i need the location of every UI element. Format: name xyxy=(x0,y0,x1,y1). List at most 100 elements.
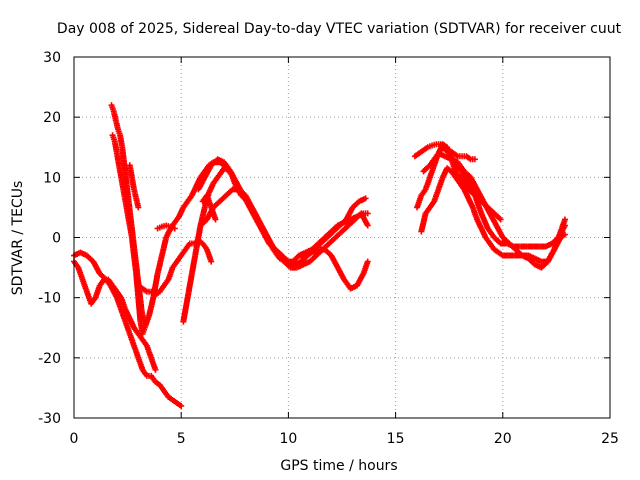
series-segment xyxy=(132,326,141,336)
series-segment xyxy=(537,243,548,250)
y-tick-labels: -30 -20 -10 0 10 20 30 xyxy=(38,50,61,427)
series-segment xyxy=(215,169,224,179)
series-segment xyxy=(544,241,554,249)
series-segment xyxy=(140,368,149,378)
series-segment xyxy=(267,241,278,252)
series-segment xyxy=(462,169,473,180)
series-segment xyxy=(193,224,204,251)
series-segment xyxy=(79,250,89,258)
series-segment xyxy=(198,217,209,228)
series-segment xyxy=(260,230,272,245)
series-segment xyxy=(228,169,240,185)
series-segment xyxy=(421,145,430,153)
series-segment xyxy=(184,272,195,300)
series-segment xyxy=(340,223,351,234)
y-axis-label: SDTVAR / TECUs xyxy=(10,181,26,296)
series-segment xyxy=(179,248,188,257)
series-segment xyxy=(327,235,338,246)
series-segment xyxy=(146,296,156,318)
series-segment xyxy=(241,193,252,209)
series-segment xyxy=(539,259,550,270)
series-segment xyxy=(149,374,158,384)
series-segment xyxy=(533,262,543,270)
series-segment xyxy=(155,254,165,275)
series-segment xyxy=(499,240,509,247)
series-segment xyxy=(464,154,473,162)
data-point xyxy=(135,204,142,211)
series-segment xyxy=(458,175,467,185)
x-tick-label: 5 xyxy=(177,431,186,447)
series-segment xyxy=(218,193,228,204)
series-segment xyxy=(111,290,120,300)
series-segment xyxy=(200,242,209,251)
series-segment xyxy=(121,163,130,185)
series-segment xyxy=(291,253,301,264)
series-segment xyxy=(533,256,543,264)
series-track-j xyxy=(195,156,369,268)
series-segment xyxy=(115,290,124,300)
series-segment xyxy=(462,181,471,191)
series-segment xyxy=(135,296,144,324)
series-track-a xyxy=(71,249,185,409)
series-track-e xyxy=(126,162,142,211)
series-track-h xyxy=(180,162,371,325)
series-segment xyxy=(159,236,169,257)
grid xyxy=(74,57,610,418)
series-segment xyxy=(428,154,439,167)
series-segment xyxy=(485,227,497,239)
series-segment xyxy=(115,128,123,137)
series-segment xyxy=(172,214,181,224)
x-tick-label: 25 xyxy=(601,431,619,447)
series-segment xyxy=(200,193,209,203)
y-tick-label: -20 xyxy=(38,351,61,367)
series-segment xyxy=(525,243,535,250)
series-segment xyxy=(181,199,190,209)
series-segment xyxy=(109,104,116,113)
series-segment xyxy=(349,283,359,291)
series-segment xyxy=(153,379,162,387)
series-segment xyxy=(472,194,484,215)
series-segment xyxy=(308,253,318,264)
data-point xyxy=(364,210,371,217)
series-segment xyxy=(222,160,233,173)
series-segment xyxy=(157,284,166,294)
series-segment xyxy=(183,242,192,251)
data-point xyxy=(561,216,568,223)
data-point xyxy=(471,156,478,163)
x-tick-label: 20 xyxy=(494,431,512,447)
series-track-f xyxy=(135,237,215,298)
series-segment xyxy=(180,296,191,324)
series-segment xyxy=(531,243,541,250)
series-segment xyxy=(189,248,199,275)
series-track-q xyxy=(435,150,568,271)
y-tick-label: 10 xyxy=(43,170,61,186)
series-segment xyxy=(329,254,340,270)
data-point xyxy=(178,402,185,409)
series-segment xyxy=(220,163,229,173)
series-segment xyxy=(149,289,157,297)
data-point xyxy=(364,258,371,265)
series-segment xyxy=(273,247,284,258)
series-segment xyxy=(231,186,241,193)
series-segment xyxy=(443,154,453,162)
data-point xyxy=(561,222,568,229)
series-segment xyxy=(166,394,175,402)
y-tick-label: -10 xyxy=(38,291,61,307)
series-segment xyxy=(175,401,183,408)
x-axis-label: GPS time / hours xyxy=(280,458,397,474)
series-track-p xyxy=(420,144,568,250)
series-segment xyxy=(325,229,336,240)
series-segment xyxy=(157,383,166,393)
series-segment xyxy=(514,247,524,258)
series-segment xyxy=(153,289,162,297)
series-segment xyxy=(211,199,222,210)
series-track-l xyxy=(296,246,371,292)
series-track-b xyxy=(71,258,159,373)
series-segment xyxy=(317,246,327,253)
series-segment xyxy=(224,187,235,198)
series-segment xyxy=(310,247,320,255)
series-segment xyxy=(140,338,149,348)
series-segment xyxy=(492,211,503,222)
series-segment xyxy=(110,134,117,143)
series-segment xyxy=(131,254,139,275)
